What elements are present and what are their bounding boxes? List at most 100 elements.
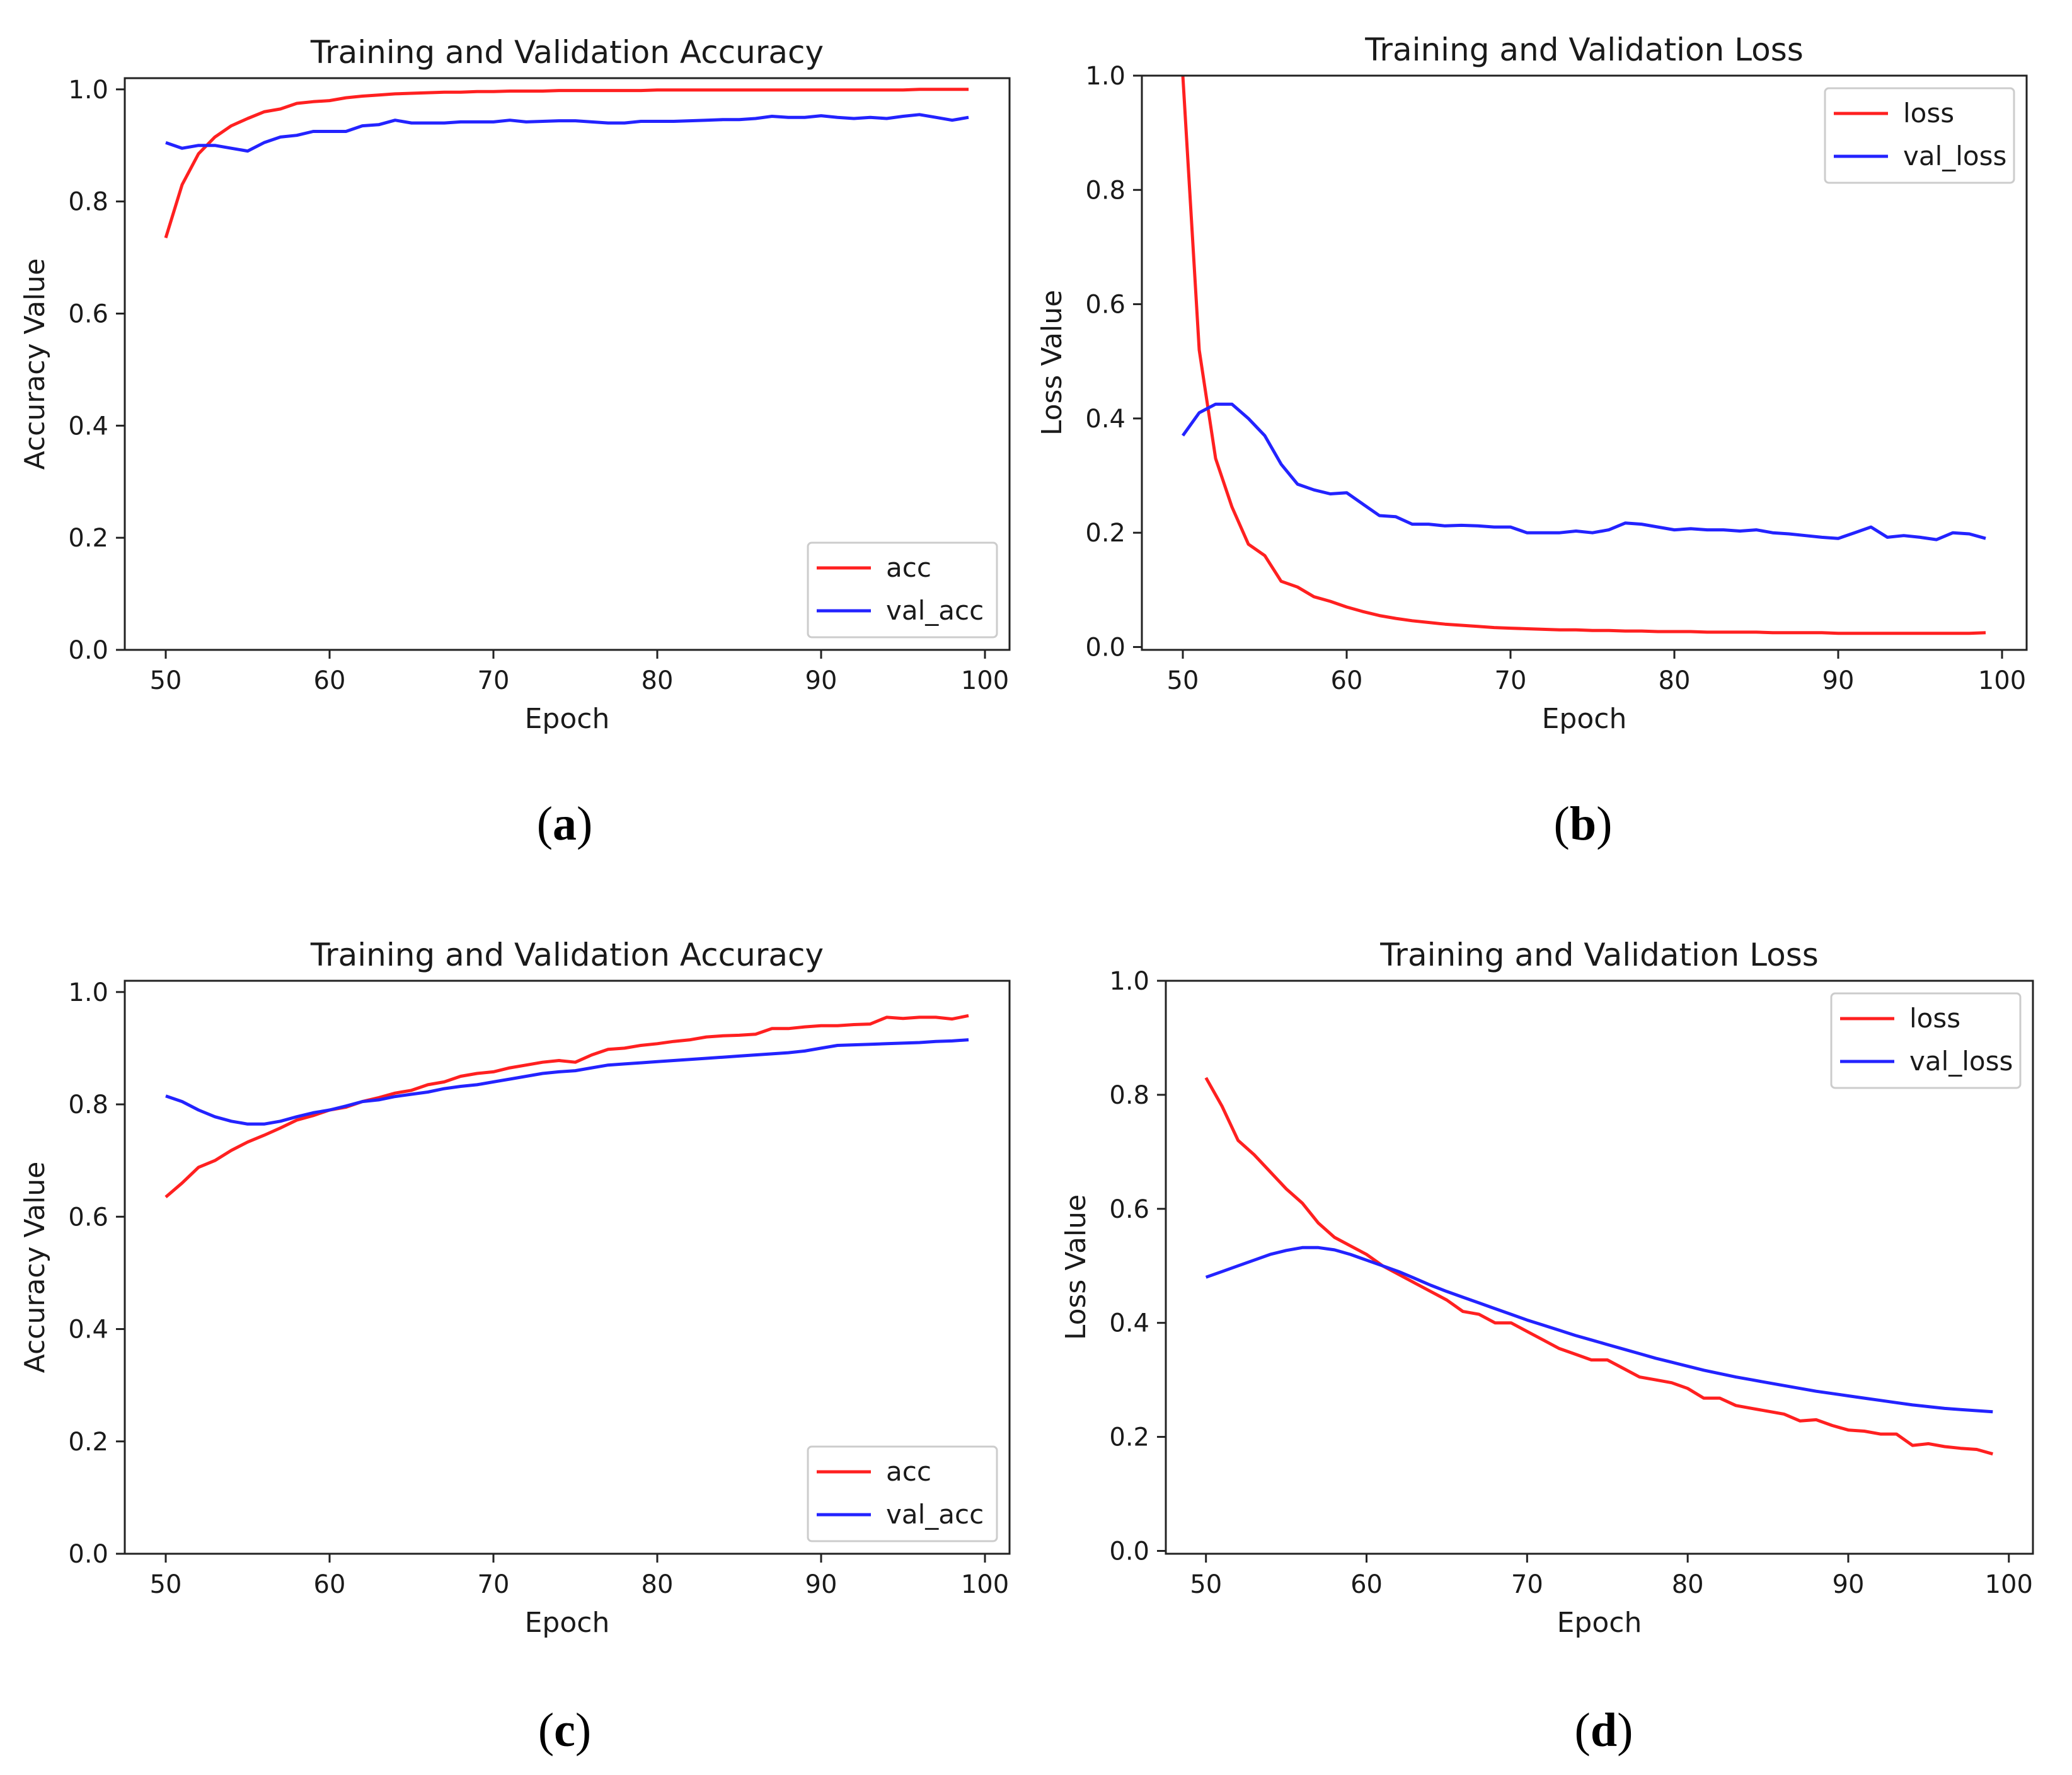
x-tick-label: 70: [1511, 1570, 1543, 1599]
plot-frame: [1165, 980, 2034, 1555]
panel-label-close: ): [575, 1704, 591, 1757]
y-tick-label: 1.0: [68, 978, 108, 1007]
legend: loss val_loss: [1830, 992, 2022, 1089]
panel-label: (d): [1575, 1704, 1633, 1757]
series-line-val_acc: [165, 1038, 969, 1126]
x-tick-label: 50: [150, 1570, 182, 1599]
x-axis-label: Epoch: [1542, 703, 1627, 735]
legend-label-loss: loss: [1903, 98, 1954, 129]
y-tick-label: 0.6: [68, 299, 108, 328]
y-tick-label: 0.2: [68, 524, 108, 553]
panel-label-letter: a: [553, 797, 577, 850]
series-line-acc: [164, 88, 969, 239]
panel-label: (a): [537, 797, 593, 850]
x-tick-label: 50: [1190, 1570, 1222, 1599]
y-tick-label: 0.4: [68, 412, 108, 441]
x-tick-label: 80: [1659, 666, 1691, 695]
plot-frame: [124, 980, 1011, 1555]
y-tick-label: 0.4: [68, 1315, 108, 1344]
y-axis-label: Accuracy Value: [19, 1162, 51, 1373]
y-tick-label: 0.8: [68, 188, 108, 217]
panel-label-letter: d: [1591, 1704, 1617, 1757]
x-tick-label: 70: [1495, 666, 1527, 695]
y-tick-label: 0.4: [1109, 1309, 1149, 1338]
x-tick-label: 60: [1331, 666, 1363, 695]
legend-label-loss: loss: [1909, 1003, 1960, 1034]
x-tick-label: 50: [150, 666, 182, 695]
plot-frame: [1141, 74, 2028, 651]
y-tick-label: 0.8: [1085, 176, 1125, 205]
x-tick-label: 90: [805, 666, 837, 695]
y-tick-label: 0.8: [1109, 1081, 1149, 1110]
x-tick-label: 80: [642, 666, 674, 695]
x-tick-label: 60: [314, 1570, 346, 1599]
y-tick-label: 1.0: [1109, 967, 1149, 996]
panel-label-open: (: [538, 1704, 554, 1757]
legend-label-val_acc: val_acc: [886, 595, 984, 626]
series-line-val_loss: [1205, 1246, 1993, 1414]
legend: acc val_acc: [807, 541, 998, 639]
y-tick-label: 0.6: [1109, 1195, 1149, 1224]
chart-panel: Training and Validation Accuracy 50 60 70 80…: [19, 34, 1011, 735]
chart-title: Training and Validation Accuracy: [310, 34, 824, 71]
series-line-val_loss: [1181, 402, 1986, 541]
chart-title: Training and Validation Accuracy: [310, 937, 824, 973]
legend: loss val_loss: [1824, 87, 2015, 184]
legend-label-acc: acc: [886, 1456, 931, 1487]
x-tick-label: 50: [1167, 666, 1199, 695]
series-line-loss: [1181, 76, 1986, 635]
panel-label: (c): [538, 1704, 591, 1757]
y-tick-label: 0.0: [1109, 1537, 1149, 1566]
legend-label-val_loss: val_loss: [1909, 1046, 2013, 1077]
chart-title: Training and Validation Loss: [1379, 937, 1819, 973]
x-tick-label: 90: [1822, 666, 1855, 695]
x-tick-label: 90: [1833, 1570, 1865, 1599]
panel-label-close: ): [1617, 1704, 1633, 1757]
series-line-val_acc: [165, 113, 969, 153]
legend-label-val_loss: val_loss: [1903, 141, 2006, 171]
x-tick-label: 80: [1672, 1570, 1704, 1599]
y-axis-label: Accuracy Value: [19, 258, 51, 470]
y-tick-label: 0.2: [1109, 1423, 1149, 1452]
panel-label-letter: c: [554, 1704, 575, 1757]
x-tick-label: 60: [1350, 1570, 1383, 1599]
x-tick-label: 90: [805, 1570, 837, 1599]
y-tick-label: 0.0: [68, 1540, 108, 1569]
panel-label-letter: b: [1570, 797, 1596, 850]
y-axis-label: Loss Value: [1060, 1194, 1092, 1340]
plot-frame: [124, 77, 1011, 651]
x-axis-label: Epoch: [525, 1607, 610, 1639]
panel-label-close: ): [577, 797, 592, 850]
x-tick-label: 100: [961, 1570, 1009, 1599]
x-tick-label: 70: [478, 666, 510, 695]
legend-label-val_acc: val_acc: [886, 1499, 984, 1530]
x-tick-label: 60: [314, 666, 346, 695]
legend: acc val_acc: [807, 1445, 998, 1542]
series-line-loss: [1204, 1077, 1993, 1456]
chart-panel: Training and Validation Accuracy 50 60 70 80…: [19, 937, 1011, 1639]
x-tick-label: 100: [961, 666, 1009, 695]
y-tick-label: 1.0: [68, 76, 108, 105]
x-axis-label: Epoch: [1557, 1607, 1642, 1639]
chart-title: Training and Validation Loss: [1364, 32, 1804, 68]
y-tick-label: 0.2: [68, 1428, 108, 1457]
y-tick-label: 0.8: [68, 1090, 108, 1119]
chart-panel: Training and Validation Loss 50 60 70 80 90 10…: [1036, 32, 2028, 735]
chart-panel: Training and Validation Loss 50 60 70 80 90 10…: [1060, 937, 2034, 1639]
x-tick-label: 100: [1985, 1570, 2033, 1599]
panel-label-open: (: [537, 797, 553, 850]
x-tick-label: 100: [1978, 666, 2026, 695]
x-tick-label: 80: [642, 1570, 674, 1599]
y-tick-label: 0.0: [1085, 633, 1125, 662]
panel-label-open: (: [1575, 1704, 1591, 1757]
legend-label-acc: acc: [886, 552, 931, 583]
panel-label-close: ): [1596, 797, 1612, 850]
y-axis-label: Loss Value: [1036, 290, 1068, 436]
y-tick-label: 0.2: [1085, 519, 1125, 548]
series-line-acc: [164, 1014, 969, 1198]
y-tick-label: 0.6: [68, 1203, 108, 1232]
panel-label: (b): [1554, 797, 1613, 850]
x-tick-label: 70: [478, 1570, 510, 1599]
